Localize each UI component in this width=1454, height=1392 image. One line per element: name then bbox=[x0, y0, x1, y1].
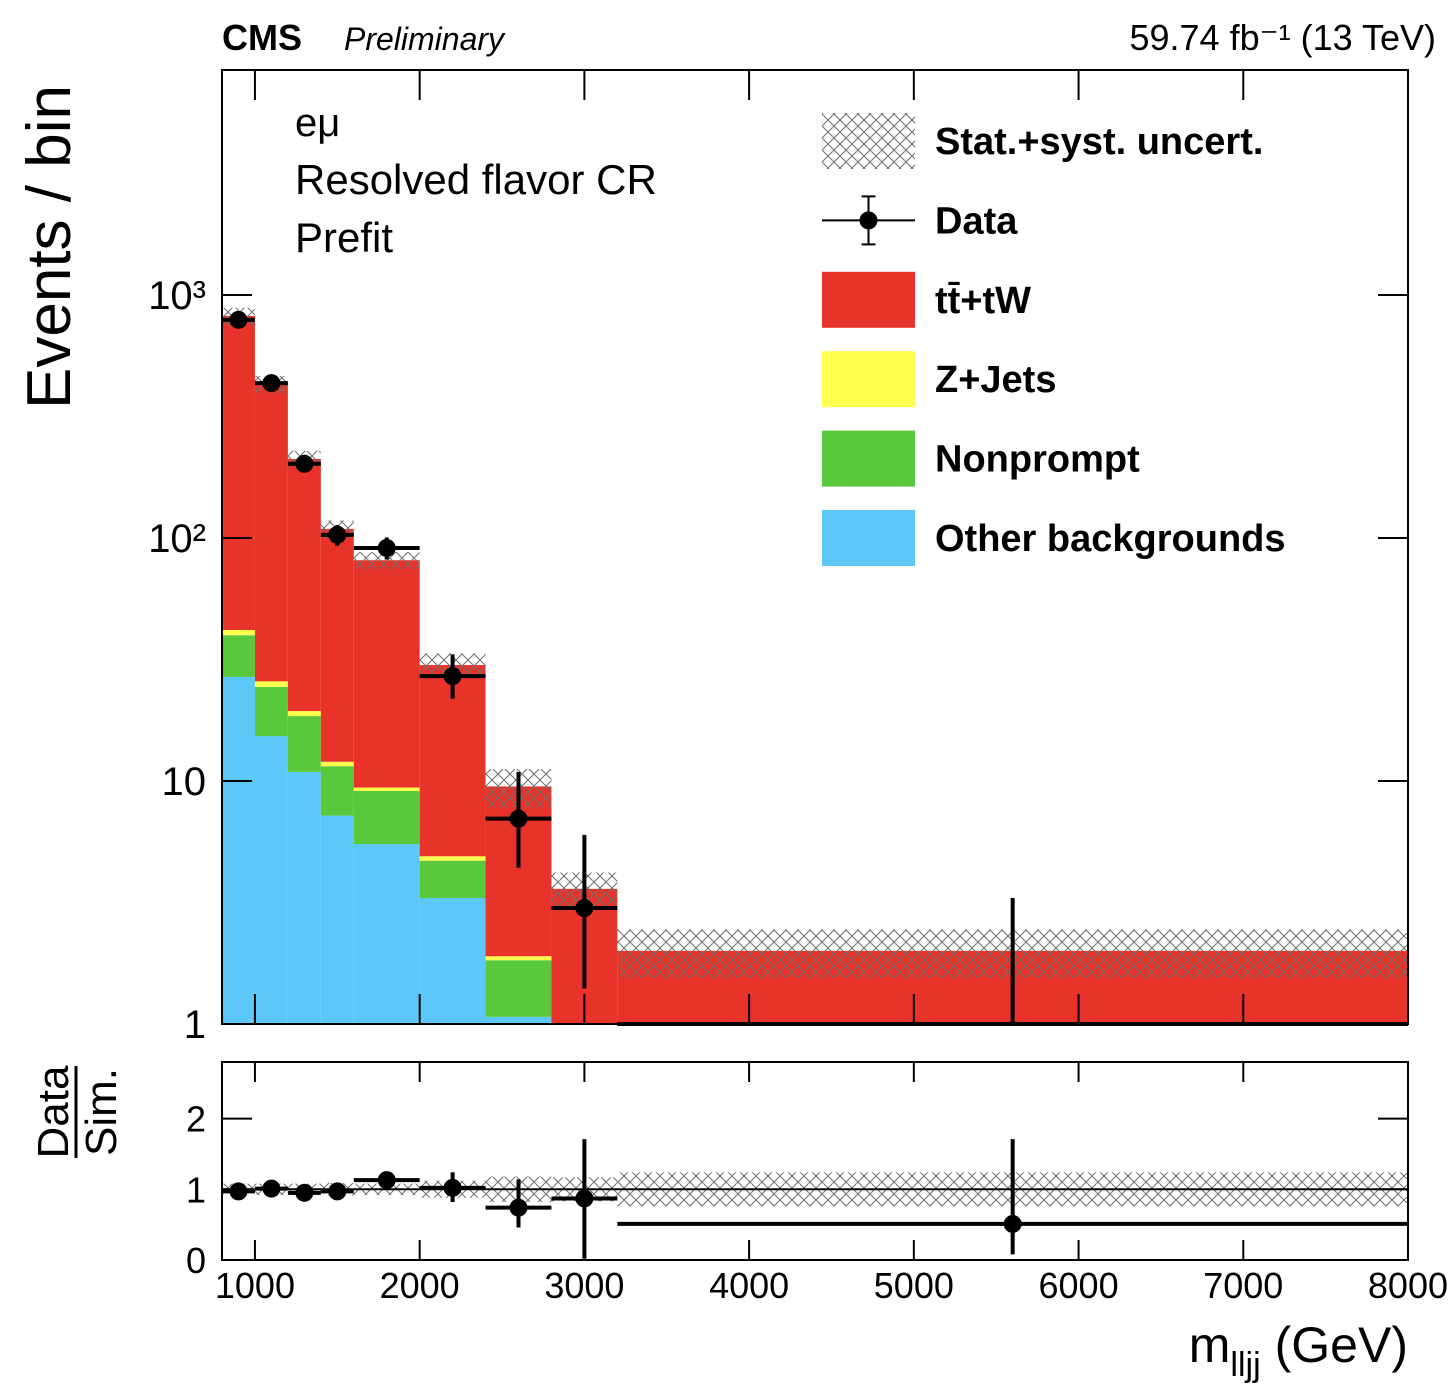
stack-bar bbox=[485, 1016, 552, 1024]
x-tick-label: 8000 bbox=[1368, 1265, 1448, 1306]
preliminary-label: Preliminary bbox=[344, 21, 506, 57]
x-tick-label: 5000 bbox=[874, 1265, 954, 1306]
data-point bbox=[229, 310, 248, 329]
ratio-y-tick-label: 2 bbox=[186, 1099, 206, 1140]
annotation: eμ bbox=[295, 101, 340, 145]
ratio-y-tick-label: 1 bbox=[186, 1169, 206, 1210]
stack-bar bbox=[254, 686, 288, 737]
legend-swatch bbox=[822, 510, 915, 566]
legend-label: Z+Jets bbox=[935, 359, 1056, 401]
y-tick-label: 10² bbox=[148, 517, 206, 561]
legend-swatch bbox=[822, 271, 915, 328]
cms-label: CMS bbox=[222, 17, 302, 58]
stack-bar bbox=[419, 856, 486, 861]
x-tick-label: 1000 bbox=[215, 1265, 295, 1306]
stack-bar bbox=[287, 716, 321, 772]
lumi-label: 59.74 fb⁻¹ (13 TeV) bbox=[1129, 17, 1436, 58]
stack-bar bbox=[419, 860, 486, 898]
legend-swatch bbox=[822, 351, 915, 408]
stack-bar bbox=[320, 528, 354, 762]
stack-bar bbox=[485, 960, 552, 1017]
stack-bar bbox=[222, 635, 255, 677]
legend-swatch bbox=[822, 430, 915, 487]
stack-bar bbox=[320, 761, 354, 767]
stack-bar bbox=[353, 787, 420, 791]
y-tick-label: 10³ bbox=[148, 274, 206, 318]
stack-bar bbox=[254, 384, 288, 682]
stack-bar bbox=[254, 681, 288, 687]
data-point bbox=[377, 538, 396, 557]
x-tick-label: 4000 bbox=[709, 1265, 789, 1306]
data-point bbox=[328, 525, 347, 544]
ratio-frame bbox=[221, 1061, 1409, 1261]
legend-label: Other backgrounds bbox=[935, 518, 1286, 560]
x-tick-label: 7000 bbox=[1203, 1265, 1283, 1306]
ratio-point bbox=[295, 1183, 314, 1202]
data-point bbox=[509, 809, 528, 828]
ratio-point bbox=[1003, 1214, 1022, 1233]
stack-bar bbox=[353, 560, 420, 788]
ratio-y-tick-label: 0 bbox=[186, 1240, 206, 1281]
legend-swatch bbox=[822, 113, 915, 169]
main-frame bbox=[221, 69, 1409, 1025]
ratio-point bbox=[509, 1198, 528, 1217]
x-axis-title: mlljj (GeV) bbox=[1189, 1317, 1408, 1384]
stack-bar bbox=[222, 676, 255, 1024]
stack-bar bbox=[353, 844, 420, 1024]
x-title-unit: (GeV) bbox=[1275, 1317, 1408, 1373]
uncertainty-band bbox=[353, 552, 420, 570]
data-point bbox=[295, 454, 314, 473]
x-tick-label: 6000 bbox=[1039, 1265, 1119, 1306]
stack-bar bbox=[419, 897, 486, 1024]
legend-label: tt̄+tW bbox=[935, 280, 1031, 322]
legend-label: Nonprompt bbox=[935, 439, 1140, 481]
legend-label: Data bbox=[935, 200, 1018, 242]
ratio-point bbox=[229, 1182, 248, 1201]
y-axis-title: Events / bin bbox=[15, 85, 84, 409]
ratio-title-bottom: Sim. bbox=[77, 1068, 126, 1156]
legend-marker bbox=[859, 211, 878, 230]
data-point bbox=[443, 667, 462, 686]
ratio-point bbox=[575, 1189, 594, 1208]
plot-layer bbox=[222, 307, 1408, 1259]
y-tick-label: 10 bbox=[162, 760, 207, 804]
ratio-axis-title: Data Sim. bbox=[29, 1065, 126, 1158]
ratio-title-top: Data bbox=[29, 1065, 78, 1158]
stack-bar bbox=[222, 630, 255, 636]
data-point bbox=[575, 899, 594, 918]
y-tick-label: 1 bbox=[184, 1003, 206, 1047]
annotation: Prefit bbox=[295, 214, 393, 261]
x-tick-label: 3000 bbox=[544, 1265, 624, 1306]
stack-bar bbox=[287, 771, 321, 1024]
x-title-sub: lljj bbox=[1230, 1346, 1260, 1384]
stack-bar bbox=[485, 956, 552, 961]
x-title-main: m bbox=[1189, 1317, 1231, 1373]
stack-bar bbox=[287, 711, 321, 717]
stack-bar bbox=[222, 315, 255, 631]
legend-label: Stat.+syst. uncert. bbox=[935, 121, 1263, 163]
annotation: Resolved flavor CR bbox=[295, 156, 657, 203]
data-point bbox=[262, 374, 281, 393]
stack-bar bbox=[320, 766, 354, 816]
stack-bar bbox=[287, 458, 321, 712]
ratio-point bbox=[328, 1182, 347, 1201]
stack-bar bbox=[353, 790, 420, 845]
ratio-point bbox=[443, 1178, 462, 1197]
x-tick-label: 2000 bbox=[380, 1265, 460, 1306]
ratio-point bbox=[377, 1171, 396, 1190]
ratio-point bbox=[262, 1179, 281, 1198]
stack-bar bbox=[320, 815, 354, 1024]
stack-bar bbox=[254, 736, 288, 1024]
